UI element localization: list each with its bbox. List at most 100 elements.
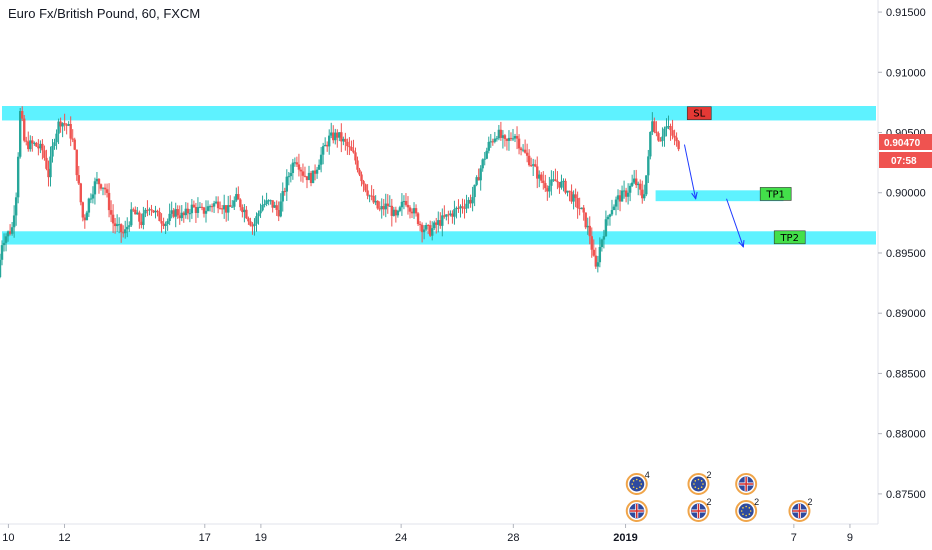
candle	[122, 225, 125, 238]
candle-body	[531, 164, 535, 166]
candle	[386, 194, 389, 214]
candle-body	[435, 222, 438, 225]
candle-body	[431, 228, 434, 236]
candle	[301, 163, 305, 183]
candle	[388, 195, 391, 207]
candle	[265, 192, 268, 207]
eu-flag-icon[interactable]: 2	[735, 497, 759, 522]
label-tp1[interactable]: TP1	[759, 187, 792, 201]
candle-body	[586, 225, 589, 228]
candle-body	[396, 210, 400, 216]
candle-body	[546, 188, 549, 192]
candle	[523, 139, 527, 154]
label-sl[interactable]: SL	[686, 106, 712, 121]
candle-body	[93, 181, 97, 195]
candle-body	[372, 195, 375, 203]
candle	[275, 200, 278, 216]
candle-body	[27, 141, 30, 150]
candle	[576, 191, 579, 219]
candle-body	[309, 172, 313, 184]
candle-body	[220, 208, 224, 210]
candle	[594, 247, 598, 269]
candle-body	[402, 200, 406, 202]
candle	[113, 218, 117, 234]
candle	[529, 157, 533, 167]
candle-body	[253, 223, 256, 226]
candle	[202, 206, 206, 218]
candle	[77, 165, 80, 186]
candle-body	[485, 150, 488, 159]
candle-body	[285, 176, 288, 192]
candle-body	[222, 205, 226, 210]
uk-flag-icon[interactable]	[735, 473, 758, 495]
candle-body	[311, 170, 315, 184]
candle-body	[556, 181, 559, 183]
candle-body	[568, 190, 571, 192]
candle	[521, 144, 525, 153]
zone-support[interactable]	[2, 231, 876, 245]
candle-body	[400, 201, 404, 208]
candle	[639, 179, 642, 196]
candle-body	[275, 205, 278, 210]
uk-flag-icon[interactable]: 2	[788, 497, 812, 522]
candle	[69, 116, 72, 147]
candle	[471, 186, 474, 212]
candle-body	[336, 132, 339, 138]
candle	[402, 195, 406, 210]
candle-body	[426, 225, 430, 227]
annotations-layer: SL TP1 TP2	[683, 106, 806, 247]
candle	[665, 118, 668, 137]
chart-title: Euro Fx/British Pound, 60, FXCM	[8, 6, 201, 21]
candle	[99, 183, 103, 191]
candle	[586, 217, 589, 235]
candle	[358, 167, 361, 177]
candle-body	[21, 111, 24, 119]
uk-flag-icon[interactable]: 2	[687, 497, 711, 522]
price-axis[interactable]: 0.915000.910000.905000.900000.895000.890…	[878, 7, 926, 501]
candle-body	[564, 180, 567, 193]
candle-body	[101, 187, 105, 189]
candle-body	[218, 208, 222, 210]
candle	[2, 233, 6, 252]
candle-body	[45, 157, 48, 169]
candle-body	[410, 211, 414, 214]
candle-body	[271, 200, 274, 208]
eu-flag-icon[interactable]: 2	[687, 470, 711, 495]
candle	[570, 184, 573, 204]
candle-body	[412, 208, 416, 214]
candle-body	[418, 224, 422, 226]
candle-body	[463, 207, 466, 209]
zone-resistance[interactable]	[2, 106, 876, 121]
x-tick-label: 17	[199, 532, 211, 544]
candle-body	[378, 208, 381, 210]
candle	[439, 212, 442, 229]
candle-body	[279, 201, 282, 217]
candle	[261, 195, 264, 212]
time-axis[interactable]: 10 12 17 19 24 28 2019 7 9	[2, 524, 853, 544]
candle-body	[200, 206, 204, 208]
target-arrow[interactable]	[683, 144, 695, 199]
target-arrow[interactable]	[726, 198, 744, 247]
eu-flag-icon[interactable]: 4	[625, 470, 650, 495]
candle-body	[6, 231, 10, 237]
candle-body	[637, 183, 640, 186]
candle-body	[128, 225, 131, 227]
candle	[671, 119, 674, 140]
candle	[115, 214, 119, 232]
candle-body	[505, 138, 509, 141]
zone-tp1-zone[interactable]	[655, 190, 784, 202]
candle-body	[67, 123, 70, 126]
candle	[519, 146, 523, 156]
uk-flag-icon[interactable]	[625, 500, 648, 522]
candle	[467, 197, 470, 209]
candle-body	[55, 133, 58, 143]
candle-body	[289, 173, 293, 177]
candle	[57, 118, 60, 145]
label-tp2[interactable]: TP2	[773, 230, 806, 245]
candle	[368, 194, 371, 203]
candle	[233, 196, 236, 211]
candle-body	[251, 225, 254, 227]
candle	[342, 136, 345, 146]
candle	[281, 182, 284, 212]
